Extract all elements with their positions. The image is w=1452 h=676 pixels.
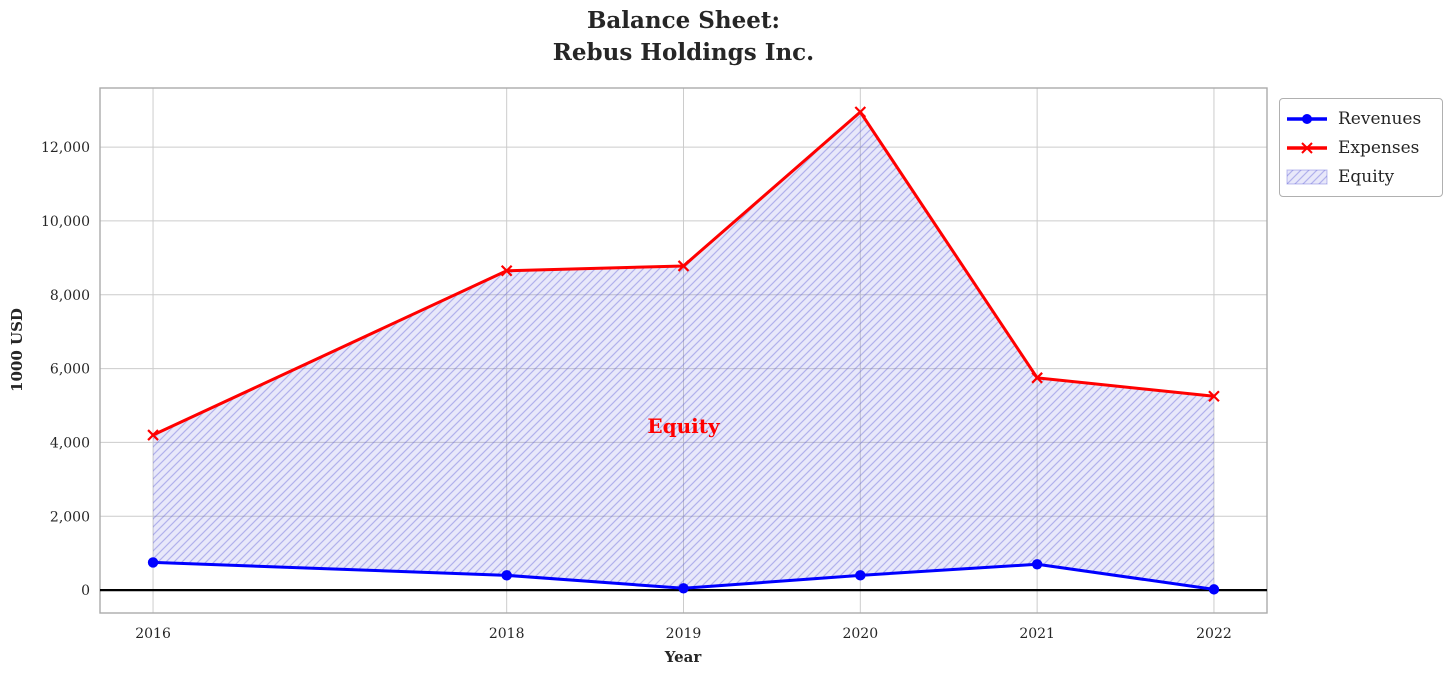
y-tick-label: 2,000: [50, 509, 90, 525]
legend-item-equity[interactable]: Equity: [1286, 162, 1436, 191]
expenses-line: [151, 110, 1216, 437]
x-tick-label: 2021: [1019, 626, 1055, 642]
y-tick-label: 10,000: [41, 214, 90, 230]
y-tick-label: 0: [81, 583, 90, 599]
expenses-marker: [147, 429, 159, 441]
revenues-line: [151, 560, 1216, 591]
x-tick-label: 2016: [135, 626, 171, 642]
y-tick-label: 4,000: [50, 435, 90, 451]
expenses-marker: [500, 264, 513, 277]
revenues-marker: [855, 570, 866, 581]
expenses-marker: [1208, 390, 1220, 403]
revenues-marker: [1208, 584, 1220, 595]
legend-item-revenues[interactable]: Revenues: [1286, 104, 1436, 133]
chart-title-line-1: Balance Sheet:: [586, 7, 781, 34]
chart-title-line-2: Rebus Holdings Inc.: [552, 39, 815, 66]
revenues-line-sample-icon: [1287, 113, 1327, 124]
equity-fill-area: [153, 111, 1214, 590]
revenues-marker: [678, 583, 689, 594]
x-tick-label: 2022: [1196, 626, 1232, 642]
expenses-marker: [854, 106, 867, 118]
legend-label-revenues: Revenues: [1338, 108, 1422, 129]
equity-annotation: Equity: [647, 413, 720, 438]
plot-border: [99, 87, 1268, 614]
x-axis-label: Year: [664, 648, 702, 666]
chart-title: Balance Sheet: Rebus Holdings Inc.: [100, 5, 1267, 69]
legend-item-expenses[interactable]: Expenses: [1286, 133, 1436, 162]
revenues-marker: [1031, 559, 1043, 570]
equity-patch-sample-icon: [1286, 169, 1328, 184]
x-tick-label: 2020: [842, 626, 878, 642]
legend: Revenues Expenses Equity: [1279, 98, 1443, 197]
revenues-marker: [147, 557, 159, 568]
y-tick-label: 8,000: [50, 288, 90, 304]
y-tick-label: 12,000: [41, 140, 90, 156]
x-tick-label: 2018: [489, 626, 525, 642]
y-tick-label: 6,000: [50, 362, 90, 378]
expenses-marker: [1031, 372, 1043, 384]
revenues-marker: [501, 570, 512, 581]
expenses-line-sample-icon: [1287, 141, 1327, 154]
expenses-marker: [677, 260, 690, 272]
x-tick-label: 2019: [666, 626, 702, 642]
legend-label-expenses: Expenses: [1338, 137, 1420, 158]
legend-label-equity: Equity: [1338, 166, 1395, 187]
y-axis-label: 1000 USD: [8, 308, 26, 392]
